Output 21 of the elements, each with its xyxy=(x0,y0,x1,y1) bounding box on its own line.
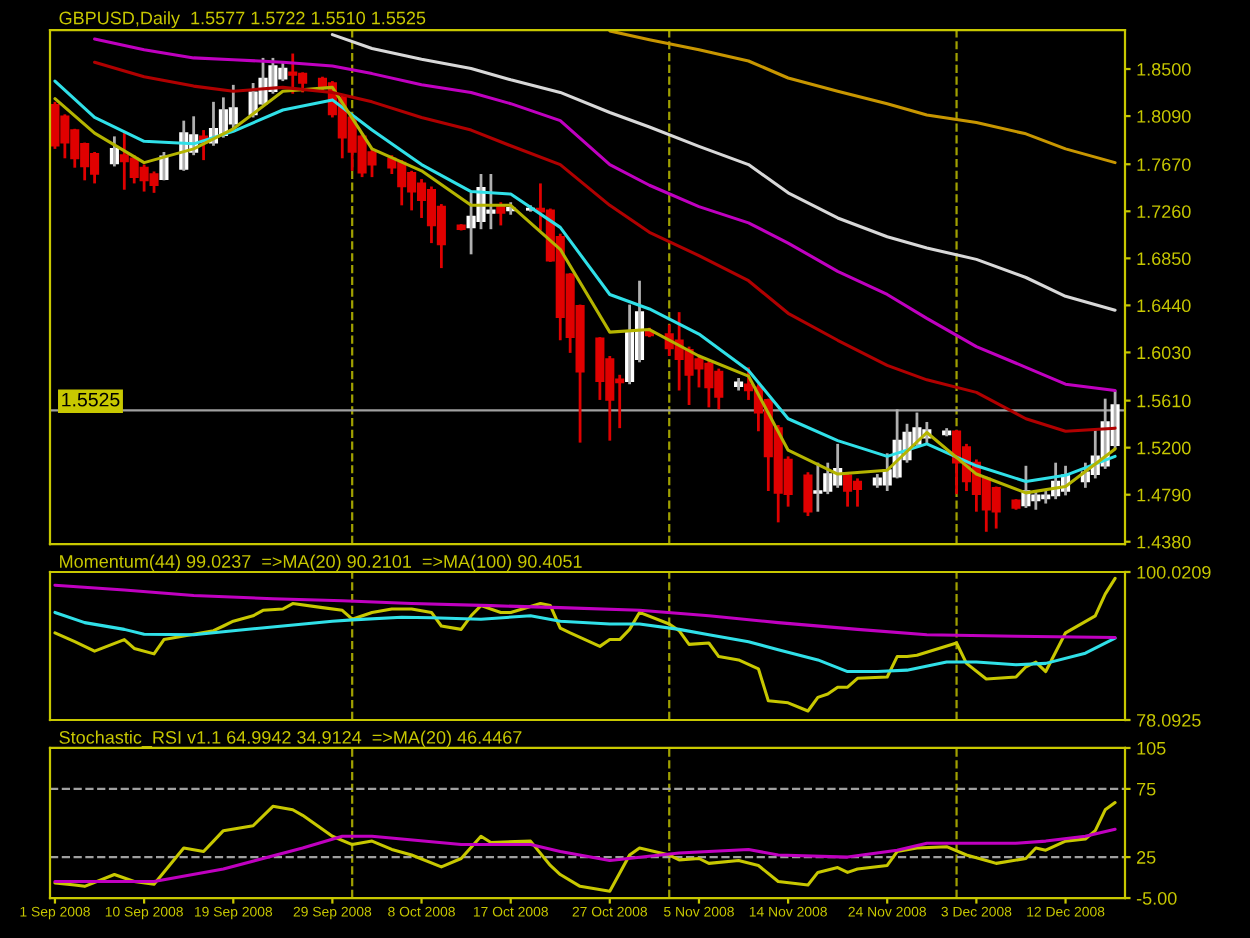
y-tick-label: 1.6440 xyxy=(1137,299,1191,313)
y-tick-label: 78.0925 xyxy=(1137,713,1201,727)
y-tick-label: 105 xyxy=(1137,741,1166,755)
y-tick-label: 1.6030 xyxy=(1137,346,1191,360)
y-tick-label: 1.4790 xyxy=(1137,488,1191,502)
y-tick-label: 1.7670 xyxy=(1137,158,1191,171)
y-tick-label: 100.0209 xyxy=(1137,565,1211,579)
y-tick-label: 1.6850 xyxy=(1137,252,1191,266)
y-tick-label: -5.00 xyxy=(1136,891,1177,905)
chart-title: Momentum(44) 99.0237 =>MA(20) 90.2101 =>MA(100) 90.4051 xyxy=(60,554,582,572)
chart-title: Stochastic_RSI v1.1 64.9942 34.9124 =>MA(20) 46.4467 xyxy=(59,730,522,748)
ref-line-label: 1.5525 xyxy=(62,392,120,407)
y-tick-label: 75 xyxy=(1137,783,1156,796)
y-tick-label: 1.7260 xyxy=(1137,205,1191,219)
y-tick-label: 1.8090 xyxy=(1137,110,1191,123)
y-tick-label: 1.5610 xyxy=(1137,394,1191,408)
chart-title: GBPUSD,Daily 1.5577 1.5722 1.5510 1.5525 xyxy=(59,11,426,28)
y-tick-label: 1.4380 xyxy=(1137,535,1191,549)
y-tick-label: 25 xyxy=(1137,851,1156,864)
y-tick-label: 1.8500 xyxy=(1137,62,1191,76)
y-tick-label: 1.5200 xyxy=(1137,441,1191,455)
